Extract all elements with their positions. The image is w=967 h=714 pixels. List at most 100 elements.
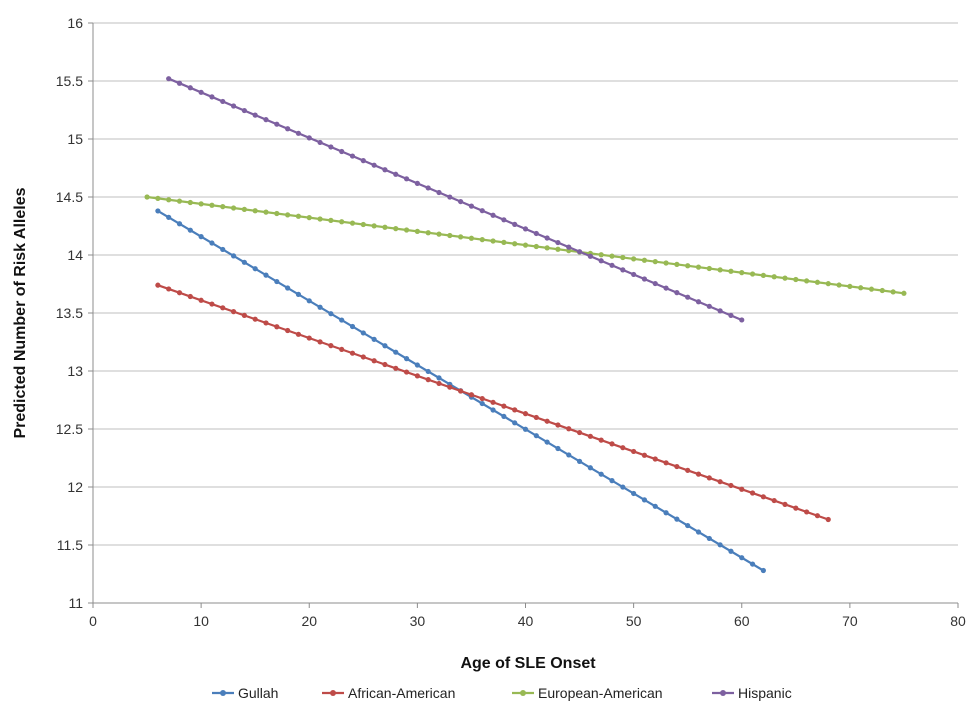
- data-point-hispanic-47: [598, 258, 604, 264]
- data-point-african-american-65: [793, 505, 799, 511]
- data-point-african-american-44: [566, 426, 572, 432]
- data-point-african-american-58: [717, 479, 723, 485]
- data-point-hispanic-30: [414, 180, 420, 186]
- data-point-hispanic-14: [241, 107, 247, 114]
- legend-item-hispanic: Hispanic: [712, 685, 792, 701]
- data-point-hispanic-7: [166, 76, 172, 82]
- data-point-hispanic-38: [501, 217, 507, 223]
- data-point-hispanic-44: [566, 244, 572, 250]
- data-point-european-american-34: [458, 234, 464, 240]
- legend-swatch-marker-european-american: [520, 690, 526, 696]
- data-point-african-american-20: [306, 335, 312, 341]
- legend-swatch-marker-gullah: [220, 690, 226, 696]
- data-point-european-american-62: [760, 272, 766, 278]
- data-point-gullah-23: [339, 317, 345, 323]
- data-point-hispanic-55: [685, 294, 691, 300]
- data-point-european-american-11: [209, 202, 215, 208]
- data-point-african-american-8: [176, 290, 183, 296]
- data-point-european-american-17: [274, 210, 280, 217]
- data-point-european-american-26: [371, 223, 377, 229]
- data-point-african-american-14: [241, 312, 247, 318]
- data-point-gullah-41: [533, 433, 539, 439]
- data-point-hispanic-34: [458, 198, 464, 205]
- data-point-hispanic-53: [663, 285, 669, 291]
- data-point-gullah-24: [349, 323, 356, 330]
- data-point-african-american-43: [555, 422, 561, 428]
- data-point-hispanic-15: [252, 112, 258, 118]
- data-point-european-american-64: [782, 275, 788, 281]
- data-point-gullah-45: [576, 458, 583, 464]
- legend-swatch-marker-hispanic: [720, 690, 726, 696]
- data-point-european-american-48: [609, 253, 615, 259]
- data-point-european-american-12: [220, 204, 226, 210]
- data-point-hispanic-46: [587, 253, 593, 259]
- data-point-african-american-55: [685, 467, 691, 473]
- series-african-american: [155, 282, 831, 523]
- data-point-african-american-63: [771, 497, 777, 504]
- data-point-gullah-47: [598, 471, 604, 477]
- data-point-european-american-66: [804, 278, 810, 284]
- data-point-gullah-22: [328, 311, 334, 317]
- data-point-european-american-9: [187, 199, 193, 206]
- data-point-european-american-23: [339, 219, 345, 225]
- y-tick-label-4: 13: [67, 363, 83, 379]
- data-point-european-american-16: [263, 209, 269, 215]
- data-point-african-american-6: [155, 282, 161, 288]
- data-point-european-american-50: [631, 256, 637, 262]
- data-point-gullah-57: [706, 535, 712, 542]
- data-point-hispanic-49: [620, 267, 626, 273]
- data-point-african-american-41: [533, 414, 539, 421]
- y-tick-label-7: 14.5: [56, 189, 83, 205]
- data-point-hispanic-45: [576, 249, 583, 255]
- data-point-african-american-29: [403, 369, 410, 375]
- data-point-gullah-37: [490, 407, 496, 413]
- data-point-gullah-42: [544, 439, 550, 445]
- data-point-european-american-42: [544, 245, 550, 251]
- x-tick-label-3: 30: [410, 613, 426, 629]
- data-point-african-american-31: [425, 377, 431, 383]
- data-point-african-american-25: [360, 354, 366, 360]
- data-point-gullah-59: [728, 548, 734, 554]
- data-point-hispanic-26: [371, 162, 377, 168]
- data-point-african-american-36: [479, 395, 485, 402]
- data-point-european-american-59: [728, 268, 734, 274]
- data-point-african-american-33: [447, 384, 453, 390]
- data-point-european-american-73: [879, 287, 885, 294]
- data-point-european-american-41: [533, 243, 539, 250]
- data-point-african-american-62: [760, 494, 766, 500]
- y-tick-label-3: 12.5: [56, 421, 83, 437]
- data-point-african-american-19: [295, 331, 302, 337]
- data-point-hispanic-22: [328, 144, 334, 150]
- data-point-hispanic-54: [674, 290, 680, 296]
- data-point-hispanic-27: [382, 167, 388, 173]
- x-axis-title: Age of SLE Onset: [460, 655, 596, 672]
- data-point-hispanic-35: [468, 203, 475, 209]
- data-point-hispanic-56: [695, 299, 702, 305]
- series-european-american: [144, 194, 907, 296]
- data-point-hispanic-40: [522, 226, 529, 232]
- tick-labels: 11 11.5 12 12.5 13 13.5 14 14.5 15 15.5 16 0 10 20 30 4…: [56, 15, 966, 629]
- data-point-african-american-34: [458, 388, 464, 394]
- data-point-gullah-25: [360, 330, 366, 336]
- data-point-gullah-26: [371, 336, 377, 342]
- data-point-african-american-47: [598, 437, 604, 443]
- data-point-hispanic-11: [209, 94, 215, 100]
- data-point-african-american-40: [522, 411, 529, 417]
- data-point-gullah-28: [393, 349, 399, 355]
- data-point-hispanic-28: [393, 171, 399, 177]
- data-point-hispanic-24: [349, 153, 356, 159]
- series-hispanic: [166, 76, 745, 323]
- data-point-african-american-42: [544, 418, 550, 424]
- data-point-european-american-19: [295, 213, 302, 219]
- data-point-african-american-11: [209, 301, 215, 307]
- data-point-european-american-71: [858, 285, 864, 291]
- data-point-gullah-51: [641, 497, 648, 503]
- data-point-european-american-68: [825, 281, 831, 287]
- axes: [88, 22, 959, 608]
- data-point-african-american-38: [501, 403, 507, 409]
- y-tick-label-5: 13.5: [56, 305, 83, 321]
- data-point-african-american-9: [187, 293, 193, 300]
- data-point-gullah-7: [166, 214, 172, 220]
- data-point-african-american-7: [166, 286, 172, 292]
- data-point-gullah-36: [479, 400, 485, 407]
